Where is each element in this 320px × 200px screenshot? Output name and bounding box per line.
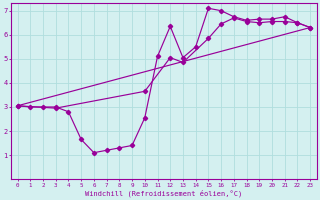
X-axis label: Windchill (Refroidissement éolien,°C): Windchill (Refroidissement éolien,°C) xyxy=(85,189,243,197)
